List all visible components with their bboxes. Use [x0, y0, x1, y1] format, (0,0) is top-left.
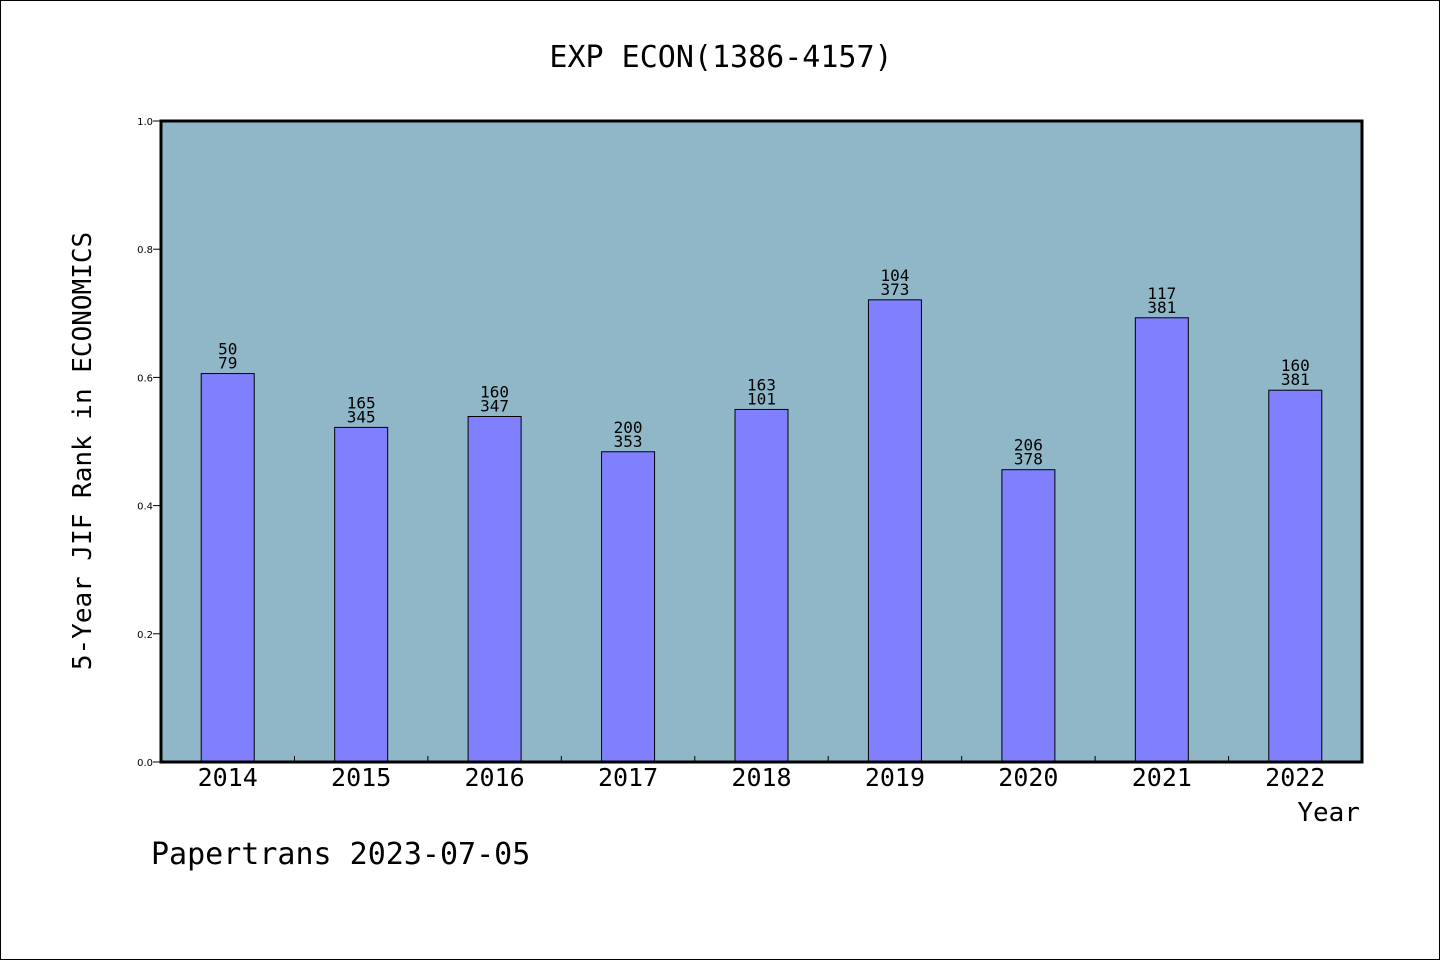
- data-label-rank: 200: [614, 418, 643, 437]
- x-tick-label: 2017: [598, 763, 658, 792]
- data-label-rank: 160: [480, 383, 509, 402]
- y-tick-label: 0.4: [137, 502, 153, 513]
- x-tick-label: 2015: [331, 763, 391, 792]
- data-label-total: 378: [1014, 450, 1043, 469]
- data-label-total: 101: [747, 389, 776, 408]
- y-axis-label: 5-Year JIF Rank in ECONOMICS: [68, 232, 98, 670]
- data-label-rank: 50: [218, 340, 237, 359]
- y-tick-label: 1.0: [137, 117, 153, 128]
- x-tick-label: 2018: [731, 763, 791, 792]
- y-tick-label: 0.6: [137, 373, 153, 384]
- data-label-rank: 206: [1014, 436, 1043, 455]
- x-tick-label: 2020: [998, 763, 1058, 792]
- data-label-rank: 104: [880, 266, 909, 285]
- x-tick-label: 2019: [865, 763, 925, 792]
- bar-2015: [334, 426, 389, 763]
- plot-frame: [159, 119, 1364, 764]
- bar-2021: [1134, 317, 1189, 763]
- bar-2017: [601, 451, 656, 763]
- data-label-total: 381: [1147, 298, 1176, 317]
- bar-2019: [867, 299, 922, 763]
- bar-2020: [1001, 469, 1056, 763]
- chart-title: EXP ECON(1386-4157): [549, 40, 892, 75]
- x-axis: 2014 2015 2016 2017 2018 2019 2020 2021 2022: [198, 756, 1325, 792]
- bar-series: 5079165345160347200353163101104373206378…: [200, 266, 1323, 763]
- x-axis-label: Year: [1297, 798, 1360, 828]
- data-label-total: 347: [480, 397, 509, 416]
- x-tick-label: 2016: [465, 763, 525, 792]
- y-tick-label: 0.2: [137, 630, 153, 641]
- bar-2018: [734, 408, 789, 763]
- bar-2014: [200, 373, 255, 763]
- x-tick-label: 2014: [198, 763, 258, 792]
- data-label-total: 381: [1281, 370, 1310, 389]
- data-label-rank: 163: [747, 375, 776, 394]
- data-label-total: 353: [614, 432, 643, 451]
- footer-credit: Papertrans 2023-07-05: [151, 837, 530, 872]
- y-tick-label: 0.8: [137, 245, 153, 256]
- data-label-rank: 117: [1147, 284, 1176, 303]
- data-label-total: 79: [218, 354, 237, 373]
- data-label-total: 345: [347, 407, 376, 426]
- x-tick-label: 2021: [1132, 763, 1192, 792]
- x-tick-label: 2022: [1265, 763, 1325, 792]
- bar-2022: [1268, 389, 1323, 763]
- y-tick-label: 0.0: [137, 758, 153, 769]
- y-axis: 0.0 0.2 0.4 0.6 0.8 1.0: [137, 117, 161, 769]
- data-label-rank: 160: [1281, 356, 1310, 375]
- bar-2016: [467, 416, 522, 763]
- data-label-rank: 165: [347, 393, 376, 412]
- data-label-total: 373: [880, 280, 909, 299]
